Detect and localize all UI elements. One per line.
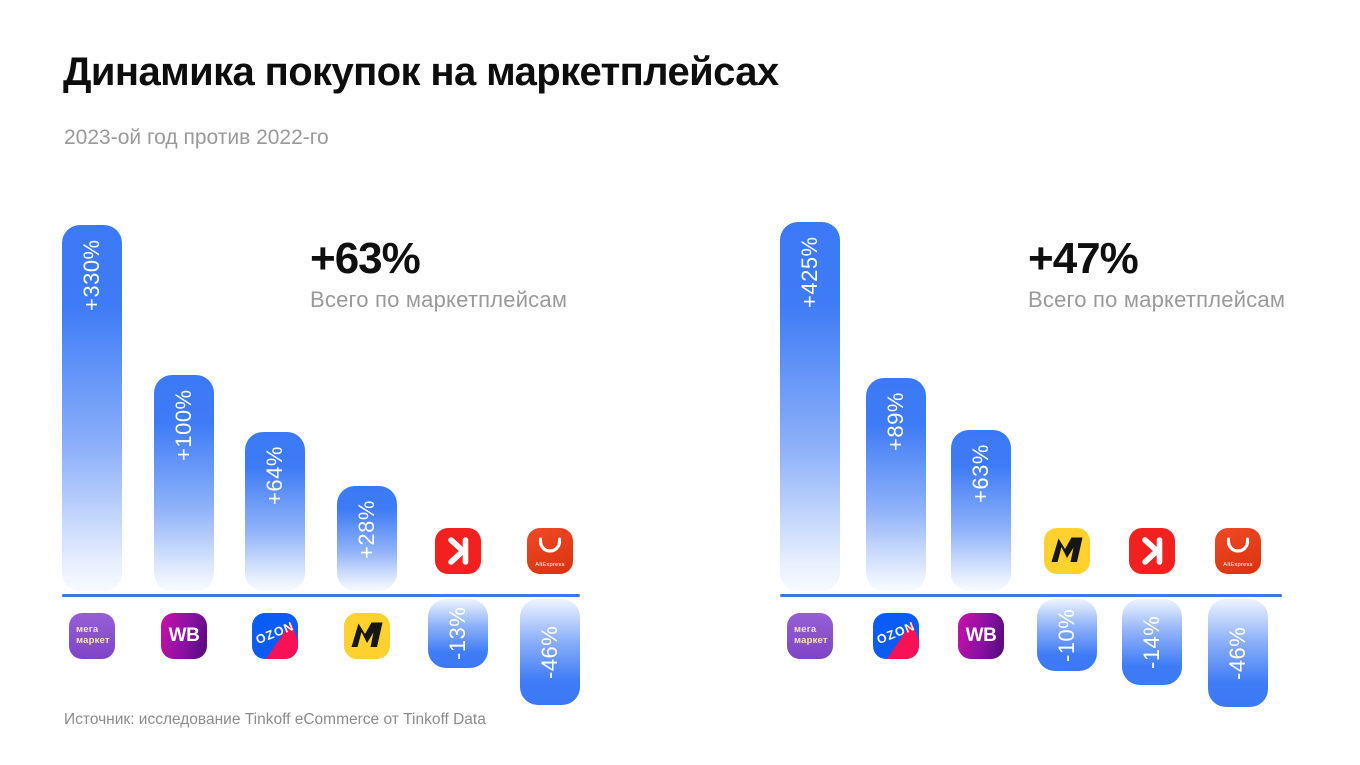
- bar-value-label: +330%: [79, 239, 104, 311]
- bag-smile-icon: [1226, 537, 1250, 553]
- bar-value-label: +28%: [354, 500, 379, 559]
- axis-line: [780, 594, 1282, 597]
- k-mark-icon: [1142, 537, 1163, 565]
- source-note: Источник: исследование Tinkoff eCommerce…: [64, 711, 486, 728]
- zigzag-m-icon: [1051, 537, 1083, 562]
- logo-ozon: OZON: [252, 613, 298, 659]
- bar-yandex-market: -10%: [1037, 599, 1097, 671]
- bar-value-label: +89%: [883, 392, 908, 451]
- logo-wb: WB: [958, 613, 1004, 659]
- bar-kazanexpress: -14%: [1122, 599, 1182, 685]
- chart-left: +63% Всего по маркетплейсам +330% мега марке…: [62, 0, 580, 765]
- logo-aliexpress: AliExpress: [1215, 528, 1261, 574]
- logo-yandex-market: [1044, 528, 1090, 574]
- bar-value-label: -46%: [537, 625, 562, 679]
- logo-aliexpress: AliExpress: [527, 528, 573, 574]
- aliexpress-wordmark: AliExpress: [1223, 562, 1253, 568]
- logo-megamarket: мега маркет: [787, 613, 833, 659]
- megamarket-wordmark-line1: мега: [794, 624, 817, 636]
- bar-value-label: -10%: [1054, 608, 1079, 662]
- bar-value-label: +100%: [171, 389, 196, 461]
- bag-smile-icon: [538, 537, 562, 553]
- bar-value-label: -13%: [445, 606, 470, 661]
- bar-yandex-market: +28%: [337, 486, 397, 591]
- page-subtitle: 2023-ой год против 2022-го: [64, 126, 329, 149]
- bar-value-label: +425%: [797, 236, 822, 308]
- aliexpress-wordmark: AliExpress: [535, 562, 565, 568]
- bar-ozon: +89%: [866, 378, 926, 591]
- logo-yandex-market: [344, 613, 390, 659]
- zigzag-m-icon: [351, 622, 383, 647]
- ozon-wedge-icon: [887, 622, 919, 659]
- k-mark-icon: [448, 537, 469, 565]
- megamarket-wordmark-line1: мега: [76, 624, 99, 636]
- megamarket-wordmark-line2: маркет: [794, 635, 828, 646]
- bar-wb: +100%: [154, 375, 214, 591]
- axis-line: [62, 594, 580, 597]
- bar-megamarket: +330%: [62, 225, 122, 591]
- bar-wb: +63%: [951, 430, 1011, 591]
- ozon-wedge-icon: [266, 622, 298, 659]
- megamarket-wordmark-line2: маркет: [76, 635, 110, 646]
- page-title: Динамика покупок на маркетплейсах: [63, 50, 779, 94]
- bar-value-label: -46%: [1225, 626, 1250, 680]
- bar-ozon: +64%: [245, 432, 305, 591]
- logo-ozon: OZON: [873, 613, 919, 659]
- bar-kazanexpress: -13%: [428, 599, 488, 668]
- chart-total-change: +47%: [1028, 234, 1139, 283]
- bar-value-label: -14%: [1139, 615, 1164, 669]
- chart-total-change: +63%: [310, 234, 421, 283]
- bar-value-label: +63%: [968, 444, 993, 503]
- wb-wordmark: WB: [168, 625, 200, 646]
- chart-total-caption: Всего по маркетплейсам: [310, 287, 568, 312]
- bar-aliexpress: -46%: [520, 599, 580, 705]
- logo-megamarket: мега маркет: [69, 613, 115, 659]
- logo-wb: WB: [161, 613, 207, 659]
- bar-value-label: +64%: [262, 446, 287, 505]
- chart-right: +47% Всего по маркетплейсам +425% мега марке…: [780, 0, 1286, 765]
- wb-wordmark: WB: [965, 625, 997, 646]
- chart-total-caption: Всего по маркетплейсам: [1028, 287, 1286, 312]
- bar-aliexpress: -46%: [1208, 599, 1268, 707]
- bar-megamarket: +425%: [780, 222, 840, 591]
- logo-kazanexpress: [435, 528, 481, 574]
- logo-kazanexpress: [1129, 528, 1175, 574]
